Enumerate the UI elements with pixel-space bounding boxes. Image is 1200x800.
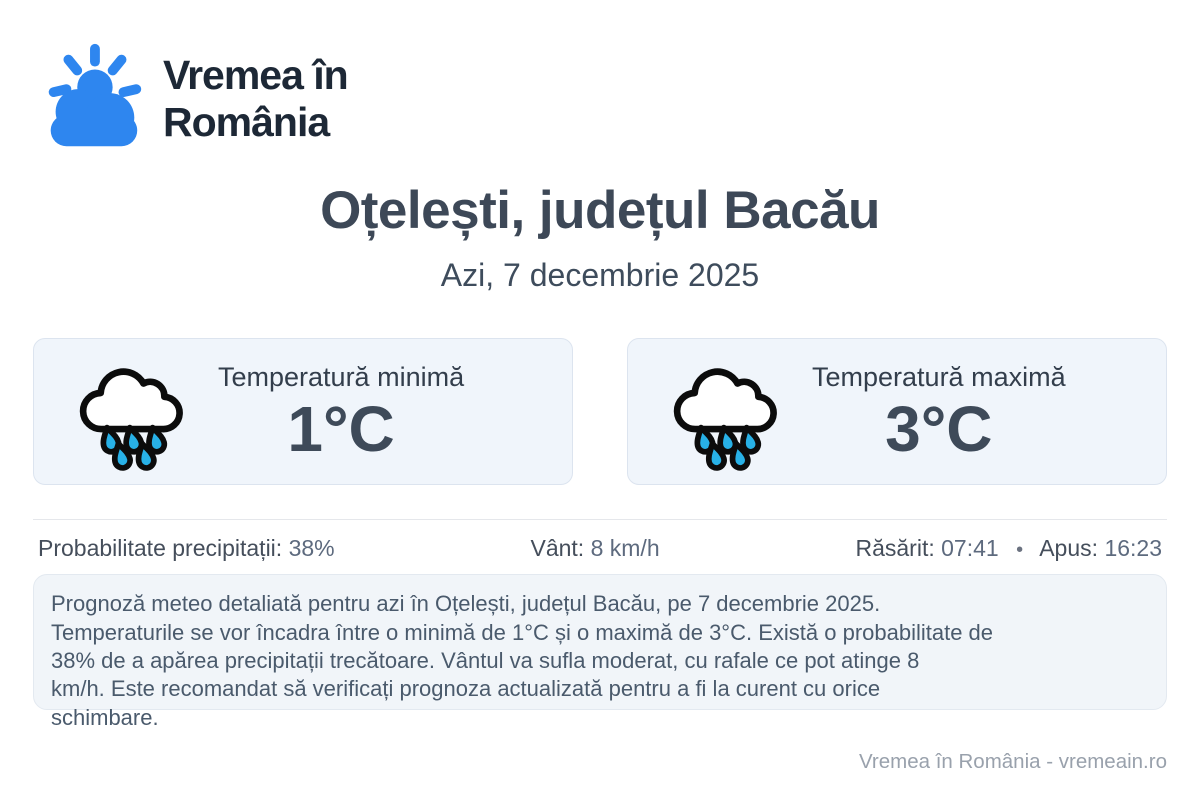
temperature-min-value: 1°C bbox=[287, 393, 395, 466]
summary-line: schimbare. bbox=[51, 704, 159, 730]
stats-row: Probabilitate precipitații: 38% Vânt: 8 … bbox=[33, 535, 1167, 562]
sunrise-value: 07:41 bbox=[941, 535, 999, 562]
page-title: Oțelești, județul Bacău bbox=[320, 181, 880, 240]
precipitation-value: 38% bbox=[288, 535, 335, 562]
forecast-summary-box: Prognoză meteo detaliată pentru azi în O… bbox=[33, 574, 1167, 730]
temperature-cards: Temperatură minimă 1°C Temperatură maxim… bbox=[33, 338, 1167, 486]
summary-line: Prognoză meteo detaliată pentru azi în O… bbox=[51, 591, 881, 617]
temperature-min-text: Temperatură minimă 1°C bbox=[218, 362, 464, 461]
sun-times-stat: Răsărit: 07:41 • Apus: 16:23 bbox=[855, 535, 1162, 562]
wind-label: Vânt: bbox=[530, 535, 585, 562]
footer: Vremea în România - vremeain.ro bbox=[33, 750, 1167, 774]
wind-value: 8 km/h bbox=[590, 535, 660, 562]
logo-text-line2: România bbox=[163, 99, 330, 145]
summary-line: Temperaturile se vor încadra între o min… bbox=[51, 619, 994, 645]
weather-page: Vremea în România Oțelești, județul Bacă… bbox=[0, 40, 1200, 774]
site-logo[interactable]: Vremea în România bbox=[33, 40, 1167, 158]
temperature-max-value: 3°C bbox=[885, 393, 993, 466]
temperature-max-card: Temperatură maximă 3°C bbox=[627, 338, 1167, 486]
sun-behind-cloud-icon bbox=[48, 43, 142, 147]
summary-line: km/h. Este recomandat să verificați prog… bbox=[51, 676, 881, 702]
summary-line: 38% de a apărea precipitații trecătoare.… bbox=[51, 647, 920, 673]
temperature-min-card: Temperatură minimă 1°C bbox=[33, 338, 573, 486]
footer-credit: Vremea în România - vremeain.ro bbox=[858, 750, 1167, 774]
sunset-label: Apus: bbox=[1039, 535, 1099, 562]
sunset-value: 16:23 bbox=[1104, 535, 1162, 562]
logo-text: Vremea în România bbox=[163, 51, 349, 146]
temperature-max-label: Temperatură maximă bbox=[812, 362, 1066, 393]
logo-text-line1: Vremea în bbox=[163, 51, 349, 98]
precipitation-label: Probabilitate precipitații: bbox=[38, 535, 283, 562]
wind-stat: Vânt: 8 km/h bbox=[530, 535, 659, 562]
temperature-max-text: Temperatură maximă 3°C bbox=[812, 362, 1066, 461]
bullet-separator: • bbox=[1016, 539, 1024, 562]
precipitation-stat: Probabilitate precipitații: 38% bbox=[38, 535, 335, 562]
page-subtitle: Azi, 7 decembrie 2025 bbox=[440, 257, 760, 294]
rain-cloud-icon bbox=[673, 367, 777, 471]
rain-cloud-icon bbox=[79, 367, 183, 471]
sunrise-label: Răsărit: bbox=[855, 535, 935, 562]
divider bbox=[33, 519, 1167, 521]
temperature-min-label: Temperatură minimă bbox=[218, 362, 465, 393]
